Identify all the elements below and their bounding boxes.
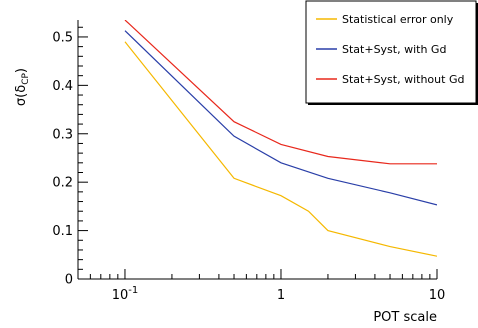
series-line-2	[124, 30, 437, 206]
y-tick-label: 0.3	[52, 127, 73, 142]
x-axis-title: POT scale	[373, 310, 437, 325]
y-axis-title: σ(δCP)	[14, 68, 31, 106]
legend-label-1: Statistical error only	[342, 13, 454, 26]
x-tick-label: 10-1	[112, 285, 139, 303]
legend-label-3: Stat+Syst, without Gd	[342, 73, 464, 86]
legend: Statistical error only Stat+Syst, with Gd…	[305, 0, 478, 105]
axes: 0 0.1 0.2 0.3 0.4 0.5 10-1 1 10 POT scale σ(δCP)	[14, 20, 445, 325]
x-tick-label: 1	[277, 288, 285, 303]
x-tick-label: 10	[429, 288, 446, 303]
y-tick-label: 0.4	[52, 79, 73, 94]
y-tick-label: 0.1	[52, 224, 73, 239]
y-tick-label: 0	[65, 273, 73, 288]
series-layer	[124, 20, 437, 257]
legend-box	[305, 0, 477, 104]
series-line-1	[124, 41, 437, 257]
y-tick-label: 0.2	[52, 176, 73, 191]
legend-label-2: Stat+Syst, with Gd	[342, 43, 446, 56]
series-line-3	[124, 20, 437, 165]
y-tick-label: 0.5	[52, 30, 73, 45]
